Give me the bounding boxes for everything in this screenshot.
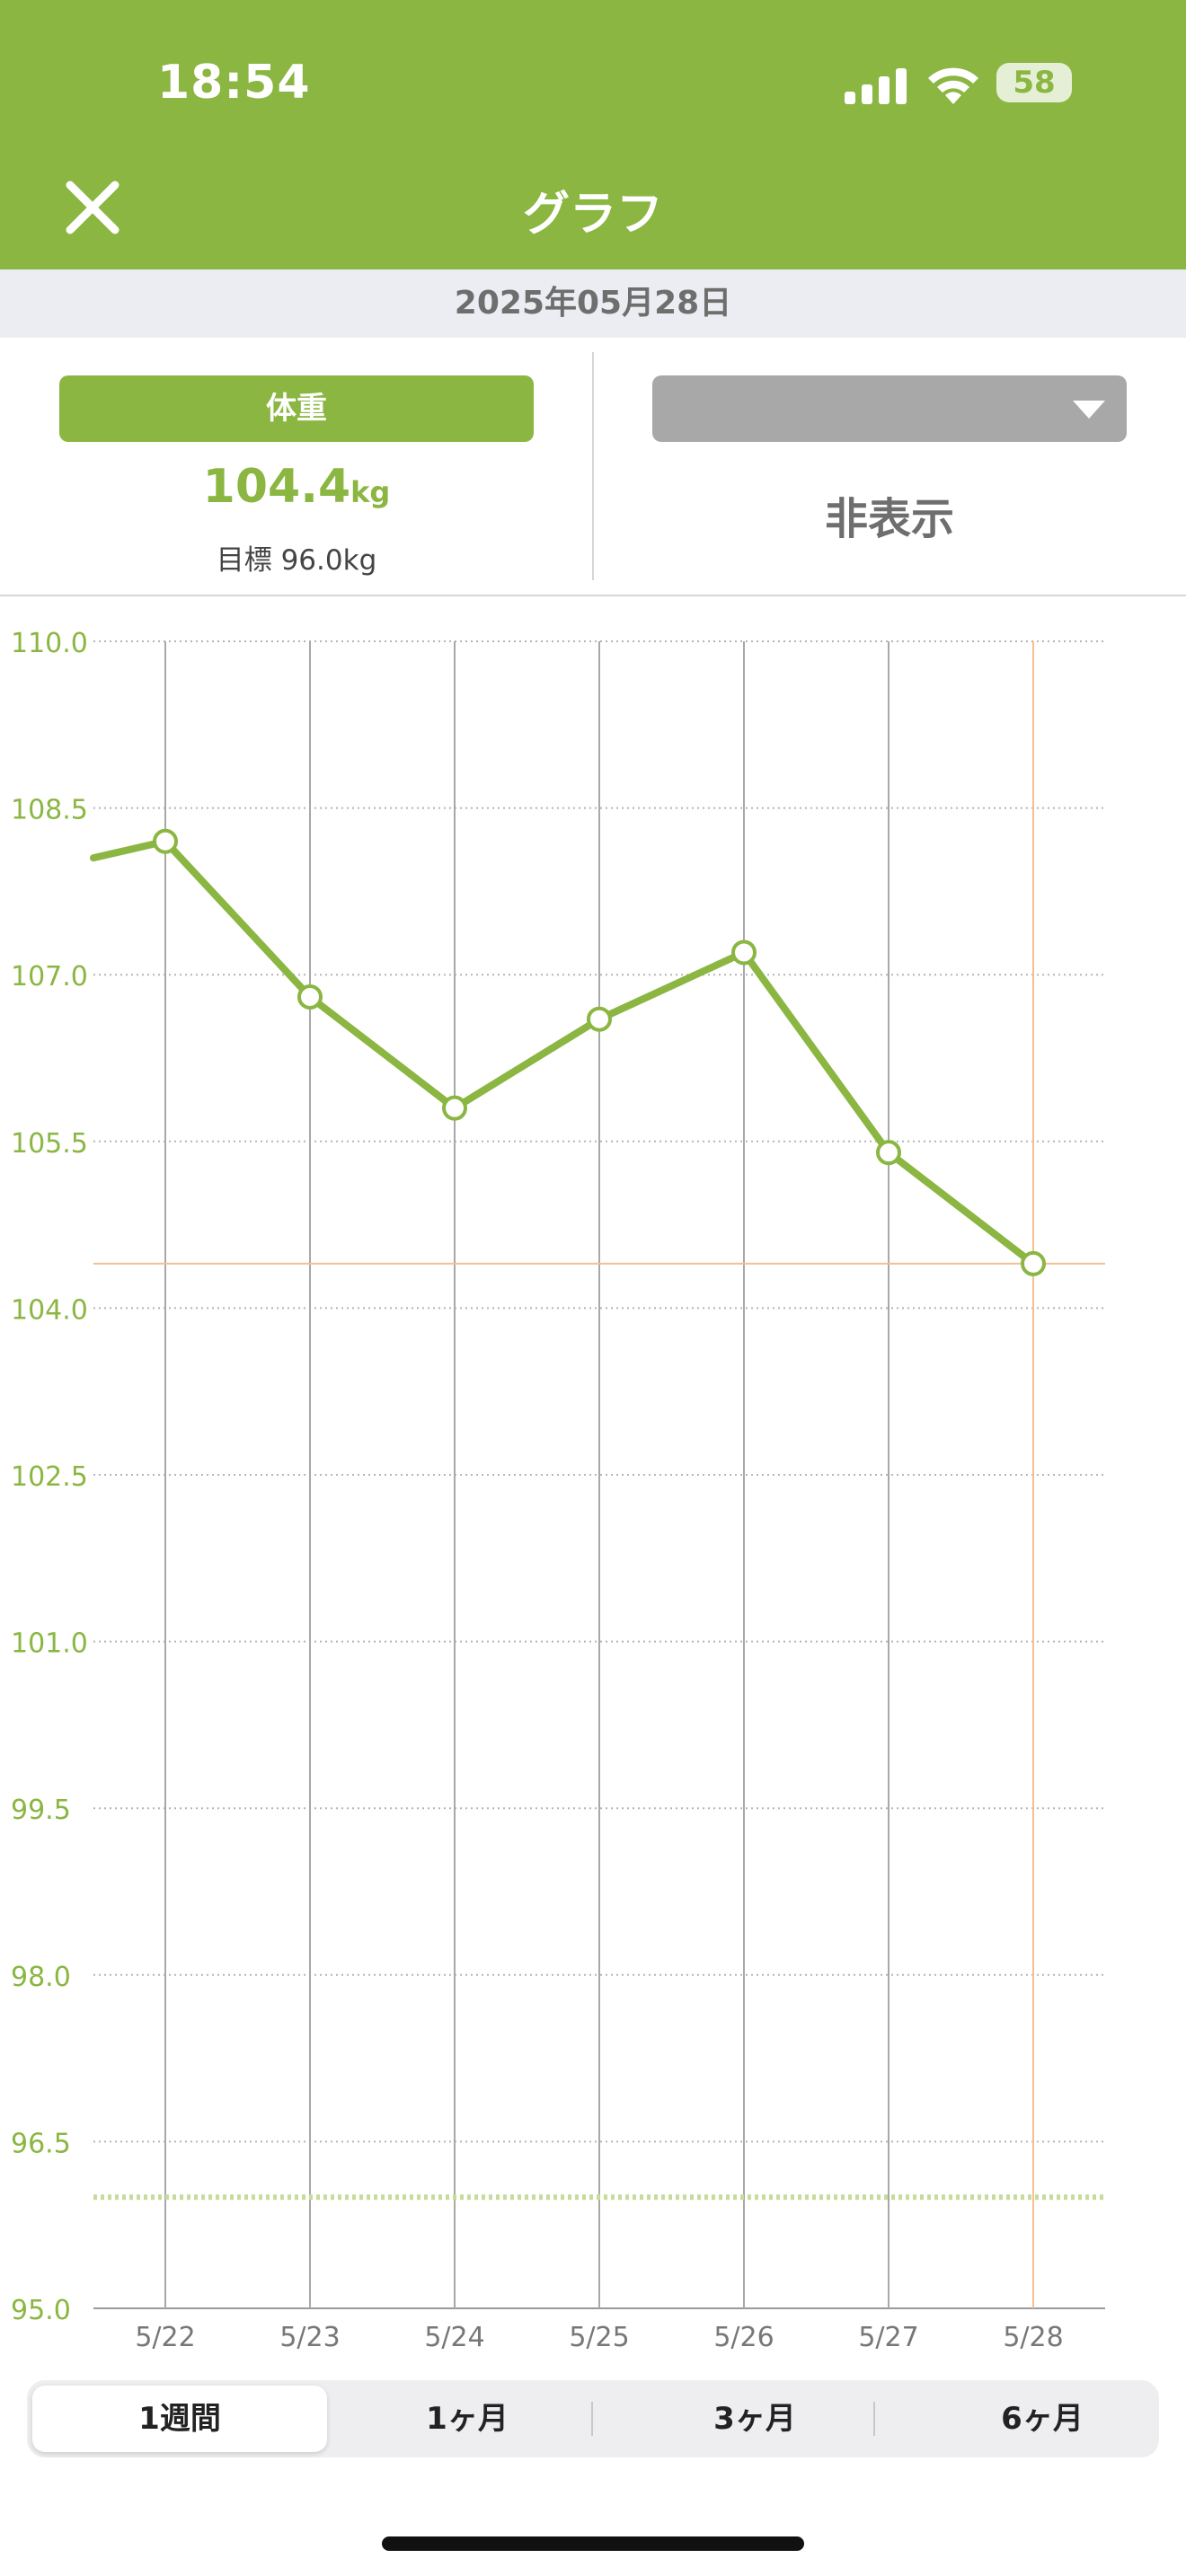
y-tick-label: 99.5 — [11, 1795, 71, 1826]
secondary-metric-dropdown[interactable] — [652, 375, 1127, 442]
battery-icon: 58 — [996, 63, 1072, 102]
close-icon[interactable] — [65, 180, 120, 235]
x-tick-label: 5/27 — [858, 2322, 918, 2353]
tab-1-month[interactable]: 1ヶ月 — [426, 2401, 509, 2437]
x-tick-label: 5/22 — [135, 2322, 195, 2353]
segment-separator — [591, 2402, 593, 2436]
weight-value: 104.4kg — [59, 460, 534, 514]
x-tick-label: 5/25 — [569, 2322, 629, 2353]
signal-icon — [845, 68, 907, 104]
y-tick-label: 95.0 — [11, 2295, 71, 2326]
segment-separator — [873, 2402, 875, 2436]
home-indicator — [382, 2536, 804, 2551]
range-segmented-control: 1週間 1ヶ月 3ヶ月 6ヶ月 — [27, 2380, 1159, 2457]
segment-selected-indicator — [32, 2386, 327, 2452]
data-point — [442, 1095, 467, 1121]
data-point — [1021, 1250, 1046, 1276]
wifi-icon — [928, 67, 978, 104]
x-tick-label: 5/24 — [424, 2322, 484, 2353]
app-header: 18:54 58 グラフ — [0, 0, 1186, 269]
tab-1-week[interactable]: 1週間 — [138, 2401, 221, 2437]
weight-number: 104.4 — [202, 460, 351, 514]
y-tick-label: 98.0 — [11, 1962, 71, 1993]
secondary-metric-value: 非表示 — [824, 494, 954, 544]
weight-metric-button[interactable]: 体重 — [59, 375, 534, 442]
x-tick-label: 5/23 — [279, 2322, 340, 2353]
y-tick-label: 107.0 — [11, 961, 88, 992]
metric-divider — [592, 352, 594, 580]
metrics-panel: 体重 104.4kg 目標 96.0kg 非表示 — [0, 338, 1186, 596]
date-bar: 2025年05月28日 — [0, 269, 1186, 338]
data-point — [297, 984, 323, 1010]
y-tick-label: 101.0 — [11, 1628, 88, 1660]
x-tick-label: 5/28 — [1003, 2322, 1063, 2353]
chevron-down-icon — [1073, 401, 1105, 419]
y-tick-label: 110.0 — [11, 628, 88, 659]
tab-6-months[interactable]: 6ヶ月 — [1001, 2401, 1084, 2437]
weight-line-chart: 110.0 108.5 107.0 105.5 104.0 102.5 101.0 99.5 9… — [11, 628, 1105, 2353]
weight-unit: kg — [350, 475, 391, 509]
y-tick-label: 108.5 — [11, 795, 88, 826]
page-title: グラフ — [522, 188, 663, 242]
x-tick-label: 5/26 — [713, 2322, 774, 2353]
y-tick-label: 105.5 — [11, 1128, 88, 1160]
y-tick-label: 104.0 — [11, 1294, 88, 1326]
status-time: 18:54 — [157, 56, 311, 110]
y-tick-label: 96.5 — [11, 2128, 71, 2159]
data-point — [876, 1140, 901, 1166]
data-point — [587, 1006, 612, 1032]
weight-goal: 目標 96.0kg — [216, 544, 377, 577]
tab-3-months[interactable]: 3ヶ月 — [713, 2401, 796, 2437]
battery-level: 58 — [1013, 65, 1056, 101]
data-point — [731, 940, 757, 966]
series-line — [90, 837, 1037, 1267]
y-tick-label: 102.5 — [11, 1461, 88, 1493]
data-point — [153, 828, 178, 854]
